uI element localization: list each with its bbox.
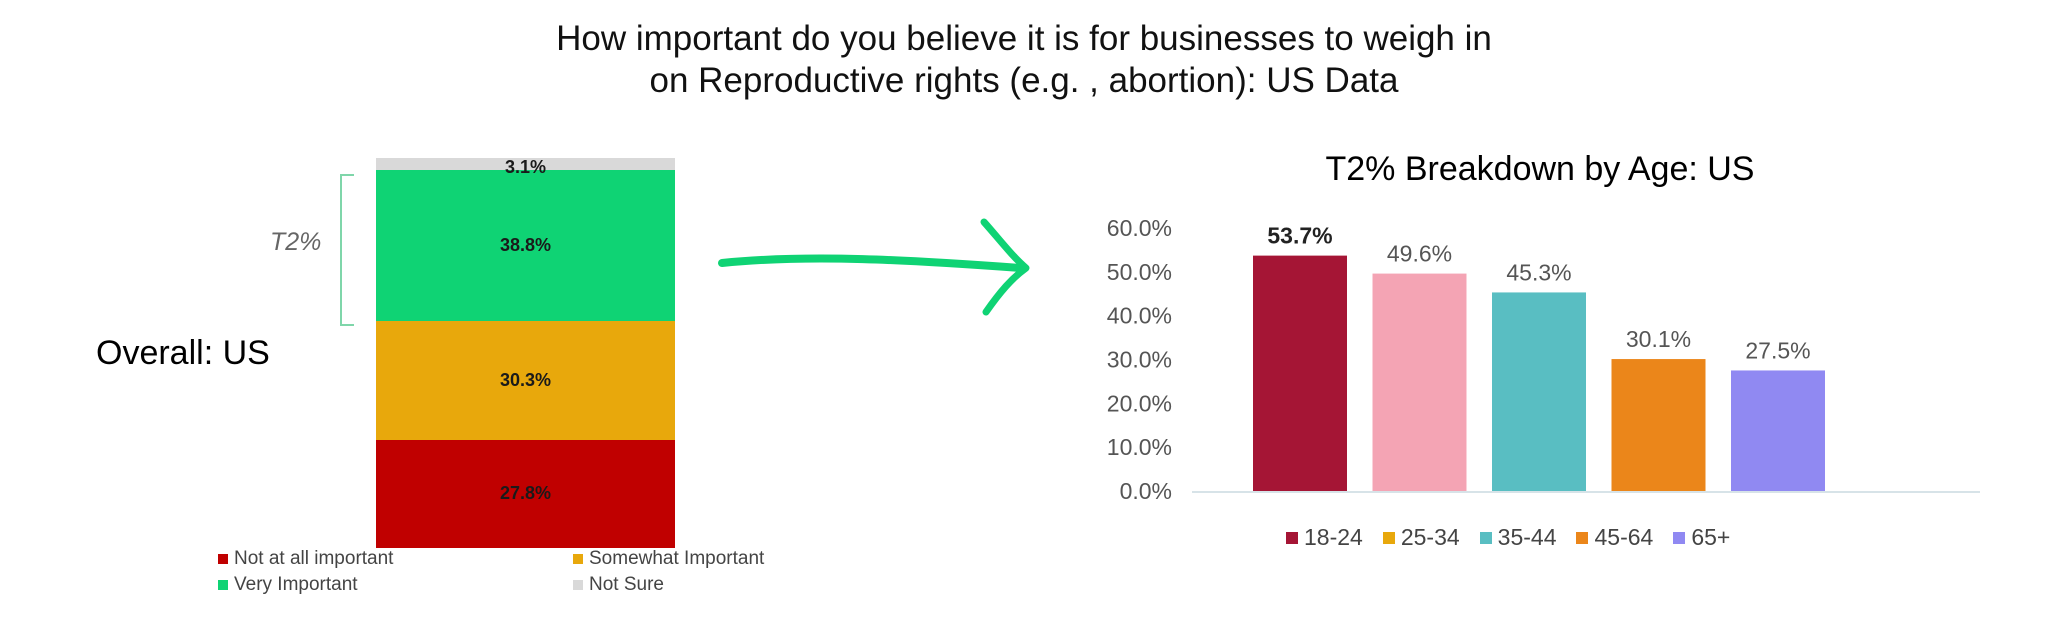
legend-label: Somewhat Important — [589, 548, 765, 569]
stack-segment-not-sure: 3.1% — [376, 158, 675, 176]
stack-segment-not-at-all-important: 27.8% — [376, 439, 675, 548]
legend-label: 25-34 — [1400, 524, 1460, 550]
y-tick-label: 60.0% — [1107, 215, 1172, 241]
bar-value-label: 30.1% — [1626, 326, 1691, 352]
age-chart-legend: 18-24 25-34 35-44 45-64 65+ — [1286, 524, 1730, 551]
legend-label: Very Important — [234, 574, 358, 595]
y-tick-label: 10.0% — [1107, 434, 1172, 460]
bar-18-24 — [1253, 255, 1347, 491]
age-bar-chart: 0.0% 10.0% 20.0% 30.0% 40.0% 50.0% 60.0% 53.7% 4… — [1107, 215, 1980, 500]
legend-item: Not Sure — [573, 574, 664, 596]
legend-swatch — [573, 554, 583, 564]
bar-65+ — [1731, 370, 1825, 491]
y-tick-label: 20.0% — [1107, 390, 1172, 416]
main-title-line-2: on Reproductive rights (e.g. , abortion)… — [649, 61, 1399, 100]
legend-label: 35-44 — [1497, 524, 1557, 550]
legend-swatch — [1286, 531, 1298, 544]
legend-item: 45-64 — [1576, 524, 1653, 551]
arrow-icon — [718, 218, 1030, 316]
legend-swatch — [1479, 531, 1492, 544]
stack-segment-label: 30.3% — [499, 370, 552, 391]
legend-item: Not at all important — [218, 548, 393, 570]
y-tick-label: 0.0% — [1120, 478, 1172, 500]
stack-segment-somewhat-important: 30.3% — [376, 321, 675, 440]
overall-label: Overall: US — [96, 334, 270, 372]
legend-swatch — [1673, 531, 1686, 544]
stack-segment-label: 27.8% — [499, 483, 552, 504]
legend-swatch — [218, 554, 228, 564]
legend-label: 18-24 — [1304, 524, 1363, 550]
stack-segment-label: 3.1% — [504, 157, 547, 178]
main-title: How important do you believe it is for b… — [0, 18, 2048, 102]
bar-35-44 — [1492, 292, 1586, 491]
legend-item: 35-44 — [1479, 524, 1557, 551]
legend-item: Somewhat Important — [573, 548, 764, 570]
bar-value-label: 27.5% — [1745, 337, 1810, 363]
legend-item: 65+ — [1673, 524, 1730, 551]
t2-bracket — [340, 174, 354, 326]
legend-swatch — [1576, 531, 1589, 544]
legend-label: 65+ — [1691, 524, 1731, 550]
y-tick-label: 30.0% — [1107, 347, 1172, 373]
stack-segment-label: 38.8% — [499, 235, 552, 256]
stacked-bar-chart: 27.8% 30.3% 38.8% 3.1% — [376, 158, 675, 548]
main-title-line-1: How important do you believe it is for b… — [556, 19, 1492, 58]
legend-label: Not Sure — [589, 574, 664, 595]
legend-swatch — [573, 580, 583, 590]
bar-value-label: 45.3% — [1506, 259, 1571, 285]
legend-item: 25-34 — [1382, 524, 1460, 551]
bar-25-34 — [1372, 273, 1467, 491]
legend-label: 45-64 — [1594, 524, 1654, 550]
y-tick-label: 50.0% — [1107, 259, 1172, 285]
bar-value-label: 53.7% — [1267, 223, 1332, 249]
legend-item: Very Important — [218, 574, 358, 596]
legend-item: 18-24 — [1286, 524, 1363, 551]
legend-label: Not at all important — [234, 548, 394, 569]
bar-45-64 — [1611, 359, 1706, 491]
y-tick-label: 40.0% — [1107, 303, 1172, 329]
age-chart-title: T2% Breakdown by Age: US — [1325, 150, 1755, 188]
legend-swatch — [1382, 531, 1395, 544]
legend-swatch — [218, 580, 228, 590]
bar-value-label: 49.6% — [1387, 241, 1452, 267]
stack-segment-very-important: 38.8% — [376, 170, 675, 322]
t2-label: T2% — [270, 228, 322, 256]
